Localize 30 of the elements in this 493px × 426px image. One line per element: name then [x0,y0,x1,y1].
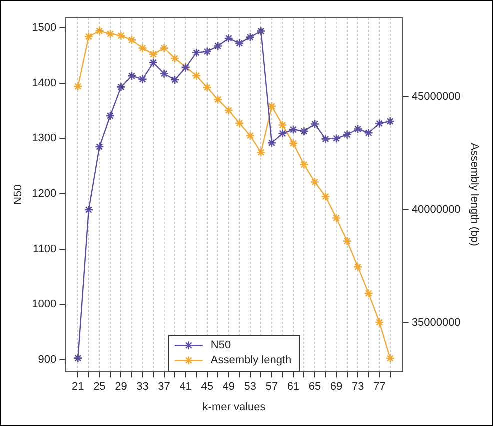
x-tick-label: 73 [352,381,364,394]
x-tick-label: 57 [266,381,278,394]
y-tick-label: 900 [38,354,57,366]
legend-label: Assembly length [210,354,292,367]
y2-tick-label: 40000000 [412,204,461,216]
x-tick-label: 53 [244,381,257,394]
x-tick-label: 69 [330,381,343,394]
x-tick-label: 49 [222,381,236,394]
x-tick-label: 45 [201,381,214,394]
legend-label: N50 [210,340,232,352]
y2-tick-label: 45000000 [412,90,461,103]
y-tick-label: 1300 [32,132,57,145]
x-axis-title: k-mer values [202,401,266,414]
y-tick-label: 1000 [32,298,57,311]
x-tick-label: 25 [94,381,106,394]
x-tick-label: 33 [136,381,149,394]
x-tick-label: 37 [158,381,170,394]
y-tick-label: 1100 [33,243,57,256]
y-tick-label: 1400 [32,77,57,90]
y2-tick-label: 35000000 [412,317,461,330]
y-tick-label: 1200 [32,188,57,200]
x-tick-label: 29 [115,381,128,394]
y-axis-title: N50 [12,184,25,205]
x-tick-label: 65 [308,381,322,394]
x-tick-label: 77 [373,381,386,394]
y-tick-label: 1500 [32,22,57,34]
x-tick-label: 21 [72,381,84,394]
x-tick-label: 41 [180,381,192,394]
x-tick-label: 61 [287,381,300,394]
y2-axis-title: Assembly length (bp) [468,143,480,246]
